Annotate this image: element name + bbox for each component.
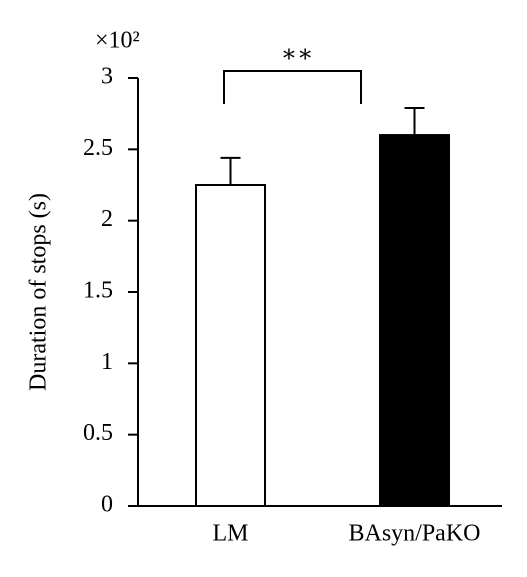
y-axis-label: Duration of stops (s) (26, 193, 52, 391)
y-tick-label: 1.5 (83, 278, 113, 304)
significance-label: ∗∗ (281, 42, 314, 68)
x-tick-label: BAsyn/PaKO (348, 521, 480, 547)
y-tick-label: 1 (101, 349, 113, 375)
y-tick-label: 2.5 (83, 135, 113, 161)
y-tick-label: 3 (101, 64, 113, 90)
y-tick-label: 0 (101, 492, 113, 518)
significance-bracket (223, 70, 362, 104)
bar (195, 184, 266, 507)
bar (379, 134, 450, 507)
y-tick-label: 0.5 (83, 420, 113, 446)
x-tick-label: LM (213, 521, 249, 547)
y-tick-label: 2 (101, 206, 113, 232)
axis-multiplier: ×10² (95, 28, 140, 54)
